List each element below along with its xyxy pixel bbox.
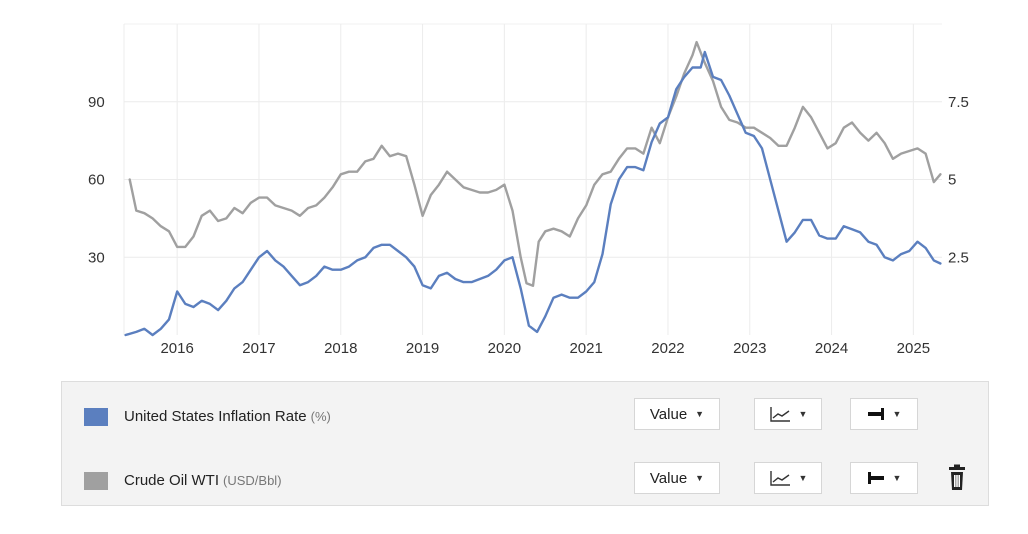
series-name: United States Inflation Rate: [124, 408, 307, 425]
right-tick-label: 2.5: [948, 249, 969, 266]
series-swatch: [84, 408, 108, 426]
legend-row-crude-oil: Crude Oil WTI (USD/Bbl) Value ▼ ▼ ▼: [62, 460, 988, 500]
series-label: Crude Oil WTI (USD/Bbl): [124, 472, 282, 489]
axis-dropdown[interactable]: ▼: [850, 462, 918, 494]
series-unit: (%): [310, 409, 331, 424]
line-chart-icon: [769, 407, 790, 422]
x-tick-label: 2022: [651, 340, 684, 357]
right-axis: 2.5 5 7.5: [948, 94, 969, 267]
caret-down-icon: ▼: [892, 473, 902, 483]
caret-down-icon: ▼: [798, 473, 808, 483]
series-swatch: [84, 472, 108, 490]
left-axis: 30 60 90: [88, 94, 105, 267]
x-axis: 2016 2017 2018 2019 2020 2021 2022 2023 2024 2025: [160, 340, 930, 357]
axis-dropdown[interactable]: ▼: [850, 398, 918, 430]
right-tick-label: 7.5: [948, 94, 969, 111]
series-line-crude-oil-wti: [128, 40, 942, 287]
value-dropdown-label: Value: [649, 405, 688, 423]
trash-icon[interactable]: [946, 464, 968, 492]
x-tick-label: 2020: [488, 340, 521, 357]
left-tick-label: 30: [88, 249, 105, 266]
value-dropdown[interactable]: Value ▼: [634, 462, 720, 494]
caret-down-icon: ▼: [695, 409, 705, 419]
x-tick-label: 2025: [897, 340, 930, 357]
x-tick-label: 2021: [569, 340, 602, 357]
legend-panel: United States Inflation Rate (%) Value ▼ ▼…: [61, 381, 989, 506]
grid: [123, 23, 942, 335]
value-dropdown-label: Value: [649, 469, 688, 487]
caret-down-icon: ▼: [892, 409, 902, 419]
series-layer: [124, 40, 942, 337]
x-tick-label: 2018: [324, 340, 357, 357]
x-tick-label: 2017: [242, 340, 275, 357]
x-tick-label: 2019: [406, 340, 439, 357]
axis-left-icon: [867, 472, 884, 484]
left-tick-label: 90: [88, 94, 105, 111]
axis-right-icon: [867, 408, 884, 420]
series-name: Crude Oil WTI: [124, 472, 220, 489]
caret-down-icon: ▼: [798, 409, 808, 419]
series-unit: (USD/Bbl): [223, 473, 282, 488]
value-dropdown[interactable]: Value ▼: [634, 398, 720, 430]
series-line-united-states-inflation-rate: [124, 50, 942, 337]
line-chart-icon: [769, 471, 790, 486]
x-tick-label: 2023: [733, 340, 766, 357]
x-tick-label: 2016: [160, 340, 193, 357]
caret-down-icon: ▼: [695, 473, 705, 483]
legend-row-inflation: United States Inflation Rate (%) Value ▼ ▼…: [62, 396, 988, 436]
chart-type-dropdown[interactable]: ▼: [754, 398, 822, 430]
left-tick-label: 60: [88, 172, 105, 189]
right-tick-label: 5: [948, 172, 956, 189]
chart-type-dropdown[interactable]: ▼: [754, 462, 822, 494]
x-tick-label: 2024: [815, 340, 848, 357]
series-label: United States Inflation Rate (%): [124, 408, 331, 425]
